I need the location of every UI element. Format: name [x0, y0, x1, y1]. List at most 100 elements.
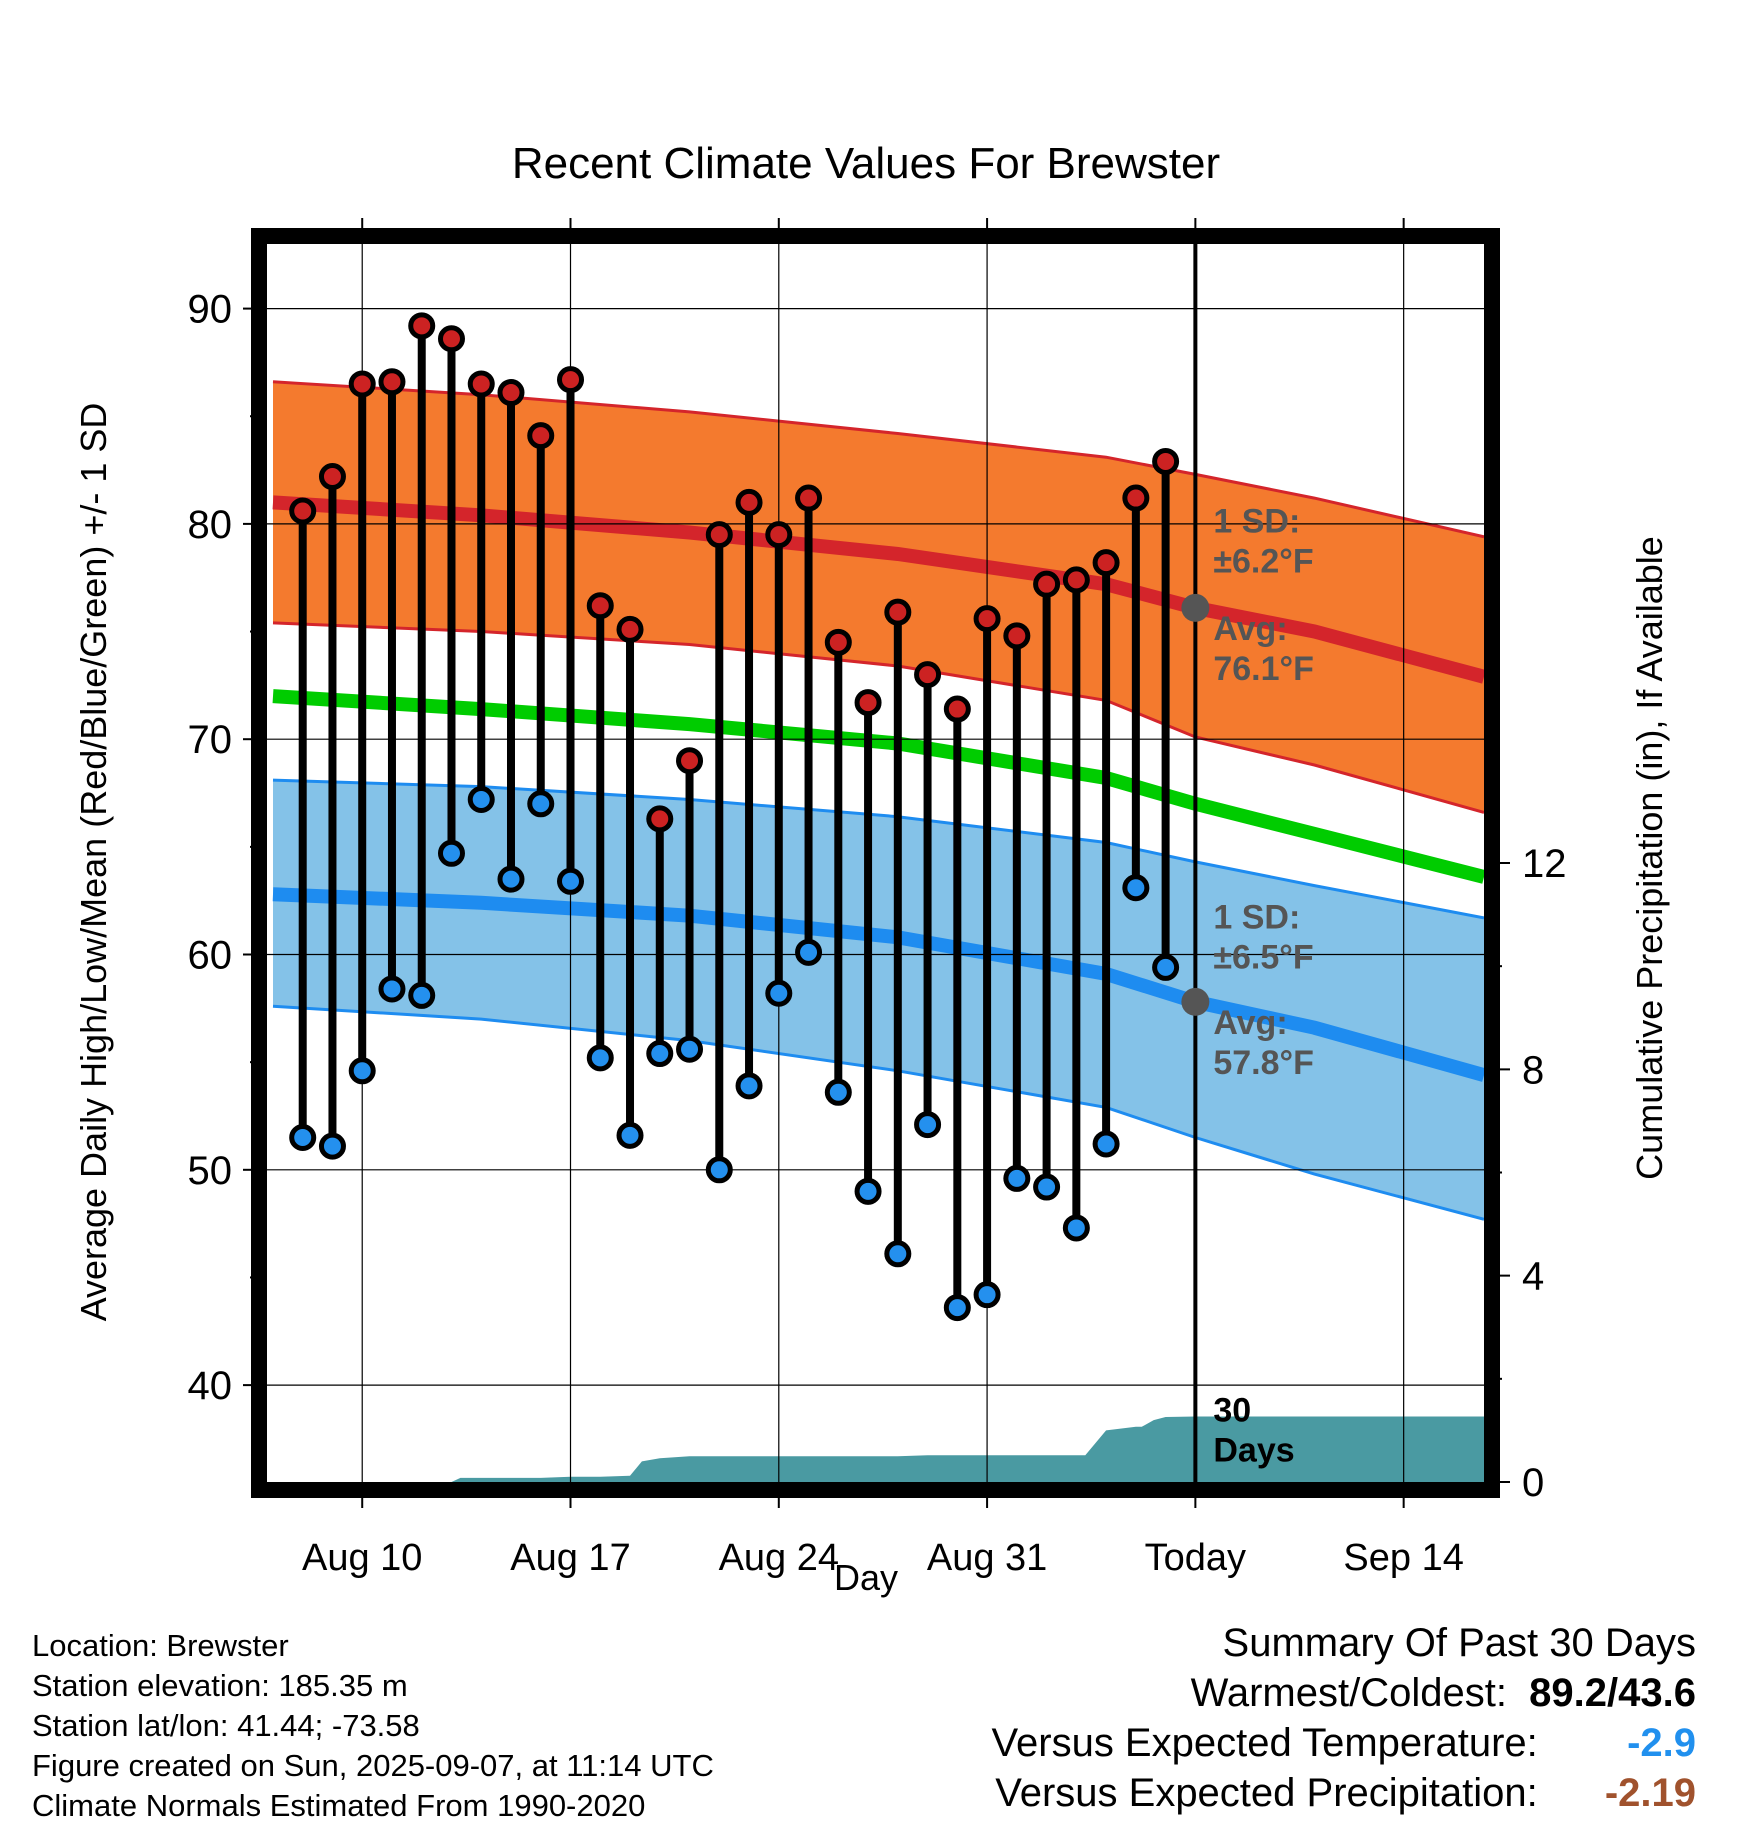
low-point — [705, 1156, 733, 1184]
high-point — [378, 368, 406, 396]
high-point — [318, 463, 346, 491]
low-point — [557, 867, 585, 895]
low-point — [854, 1177, 882, 1205]
low-point — [1152, 953, 1180, 981]
temp-departure-label: Versus Expected Temperature: — [991, 1721, 1538, 1765]
x-axis-label: Day — [834, 1557, 898, 1598]
x-tick-label: Sep 14 — [1343, 1537, 1463, 1579]
warmest-coldest-value: 89.2/43.6 — [1529, 1671, 1696, 1715]
high-point — [795, 484, 823, 512]
y2-tick-label: 0 — [1522, 1461, 1544, 1505]
y-tick-label: 40 — [188, 1364, 233, 1408]
high-avg-marker — [1181, 593, 1210, 622]
low-avg-annotation: 57.8°F — [1213, 1044, 1314, 1082]
high-point — [1003, 622, 1031, 650]
high-point — [646, 805, 674, 833]
high-point — [1062, 566, 1090, 594]
warmest-coldest-label: Warmest/Coldest: — [1190, 1671, 1507, 1715]
high-point — [973, 605, 1001, 633]
x-tick-label: Aug 17 — [510, 1537, 630, 1579]
mean-normal-line — [272, 689, 1484, 884]
high-point — [408, 312, 436, 340]
low-point — [824, 1078, 852, 1106]
x-tick-label: Today — [1145, 1537, 1246, 1579]
normals-text: Climate Normals Estimated From 1990-2020 — [32, 1788, 646, 1823]
low-point — [616, 1121, 644, 1149]
high-point — [943, 695, 971, 723]
y2-tick-label: 4 — [1522, 1255, 1544, 1299]
y-tick-label: 90 — [188, 288, 233, 332]
low-point — [378, 975, 406, 1003]
axes: 40 50 60 70 80 90 0 4 8 12 Aug 10 Aug 17 Aug 24 Aug 3… — [188, 218, 1567, 1579]
low-point — [1122, 874, 1150, 902]
high-sd-band — [273, 381, 1484, 813]
low-point — [497, 865, 525, 893]
precip-departure-value: -2.19 — [1604, 1771, 1696, 1815]
low-point — [1062, 1214, 1090, 1242]
summary-title: Summary Of Past 30 Days — [1222, 1621, 1696, 1665]
precipitation-area — [302, 1416, 1484, 1482]
high-point — [467, 370, 495, 398]
low-point — [884, 1240, 912, 1268]
summary-panel: Summary Of Past 30 Days Warmest/Coldest:… — [992, 1618, 1696, 1818]
summary-row-temperature: Versus Expected Temperature: -2.9 — [992, 1718, 1696, 1768]
low-point — [1092, 1130, 1120, 1158]
high-point — [586, 592, 614, 620]
high-avg-annotation: Avg: — [1213, 610, 1287, 648]
low-point — [765, 979, 793, 1007]
low-point — [973, 1281, 1001, 1309]
y-tick-label: 50 — [188, 1149, 233, 1193]
high-point — [289, 497, 317, 525]
low-point — [586, 1044, 614, 1072]
high-point — [1092, 549, 1120, 577]
chart-title: Recent Climate Values For Brewster — [512, 139, 1220, 188]
temp-departure-value: -2.9 — [1627, 1721, 1696, 1765]
high-point — [735, 488, 763, 516]
precip-departure-label: Versus Expected Precipitation: — [995, 1771, 1538, 1815]
y-tick-label: 80 — [188, 503, 233, 547]
climate-chart: Recent Climate Values For Brewster 1 SD:… — [73, 139, 1670, 1598]
high-point — [348, 370, 376, 398]
high-point — [1122, 484, 1150, 512]
low-point — [437, 839, 465, 867]
y2-axis-label: Cumulative Precipitation (in), If Availa… — [1629, 536, 1670, 1180]
station-info: Location: Brewster Station elevation: 18… — [32, 1626, 714, 1826]
high-normal-line — [272, 495, 1484, 684]
low-point — [943, 1294, 971, 1322]
low-point — [646, 1040, 674, 1068]
low-point — [348, 1057, 376, 1085]
created-text: Figure created on Sun, 2025-09-07, at 11… — [32, 1748, 714, 1783]
high-point — [497, 379, 525, 407]
x-tick-label: Aug 31 — [927, 1537, 1047, 1579]
y-axis-label: Average Daily High/Low/Mean (Red/Blue/Gr… — [73, 403, 114, 1322]
high-avg-annotation: 76.1°F — [1213, 650, 1314, 688]
high-sd-annotation: 1 SD: — [1213, 503, 1300, 541]
high-lower-line — [272, 621, 1484, 814]
low-avg-marker — [1181, 987, 1210, 1016]
high-point — [854, 689, 882, 717]
high-point — [437, 325, 465, 353]
low-point — [289, 1124, 317, 1152]
elevation-text: Station elevation: 185.35 m — [32, 1668, 408, 1703]
y2-tick-label: 12 — [1522, 842, 1567, 886]
low-point — [795, 938, 823, 966]
low-point — [408, 981, 436, 1009]
high-point — [884, 598, 912, 626]
y2-tick-label: 8 — [1522, 1048, 1544, 1092]
x-tick-label: Aug 10 — [302, 1537, 422, 1579]
low-sd-annotation: 1 SD: — [1213, 899, 1300, 937]
high-point — [824, 628, 852, 656]
y-tick-label: 60 — [188, 934, 233, 978]
high-point — [1152, 447, 1180, 475]
high-point — [1033, 570, 1061, 598]
low-point — [1003, 1164, 1031, 1192]
x-tick-label: Aug 24 — [719, 1537, 839, 1579]
low-point — [527, 790, 555, 818]
high-point — [616, 615, 644, 643]
low-point — [914, 1111, 942, 1139]
high-point — [676, 747, 704, 775]
low-upper-line — [272, 778, 1484, 920]
high-point — [705, 521, 733, 549]
